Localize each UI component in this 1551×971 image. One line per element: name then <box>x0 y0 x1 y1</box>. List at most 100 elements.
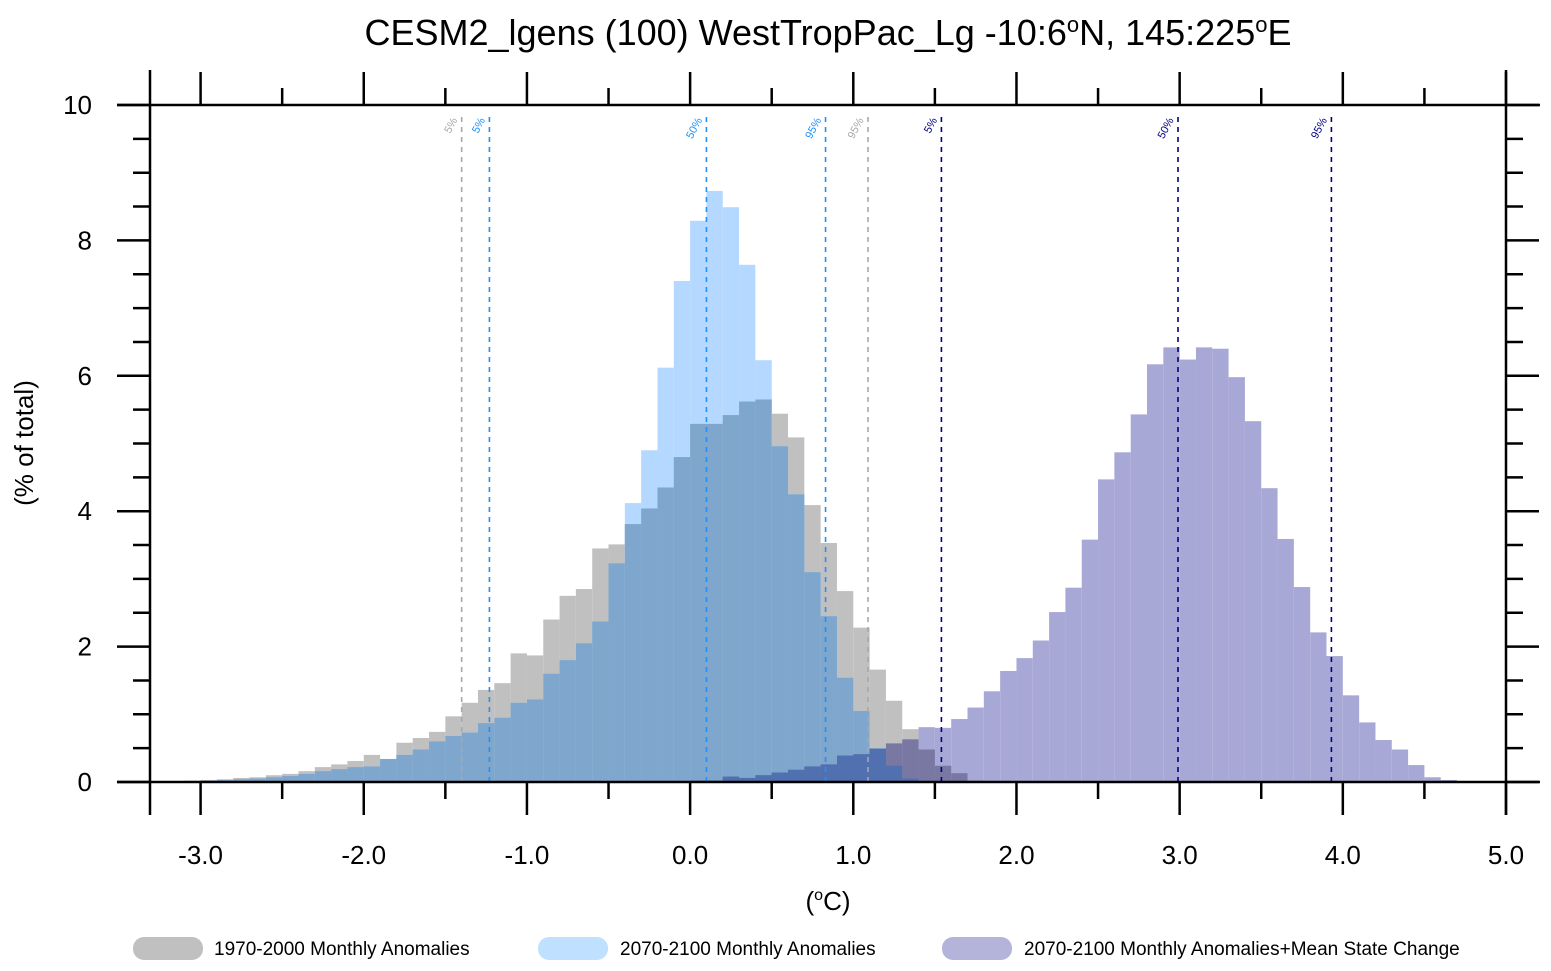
bar-2070-2100-mean-change <box>1391 749 1409 782</box>
overlap-bar-gray-blue <box>265 777 283 782</box>
overlap-bar-gray-blue <box>510 702 527 782</box>
overlap-bar-gray-blue <box>755 399 772 782</box>
y-tick-label: 10 <box>63 90 92 120</box>
legend-label: 2070-2100 Monthly Anomalies+Mean State C… <box>1024 939 1460 960</box>
bar-2070-2100-mean-change <box>1277 538 1294 782</box>
y-tick-label: 4 <box>78 496 92 526</box>
x-tick-label: -3.0 <box>178 840 223 870</box>
x-label-part: C) <box>823 886 850 916</box>
x-axis-label: (oC) <box>805 886 850 916</box>
overlap-bar-gray-purple <box>902 739 919 782</box>
legend-label: 2070-2100 Monthly Anomalies <box>620 939 876 960</box>
overlap-bar-blue-purple <box>722 776 740 782</box>
bar-2070-2100-mean-change <box>1000 670 1017 782</box>
overlap-bar-gray-blue <box>412 749 430 782</box>
axes: -3.0 -2.0 -1.0 0.0 1.0 2.0 3.0 4.0 5.0 0 2 4 6 8 10 <box>63 70 1540 870</box>
overlap-bar-gray-blue <box>641 508 658 782</box>
title-degree: o <box>1067 12 1079 37</box>
legend-label: 1970-2000 Monthly Anomalies <box>214 939 470 960</box>
legend: 1970-2000 Monthly Anomalies 2070-2100 Mo… <box>133 937 1460 960</box>
bar-2070-2100-mean-change <box>1065 587 1082 782</box>
overlap-bar-gray-blue <box>804 572 821 782</box>
overlap-bar-gray-blue <box>608 563 625 782</box>
overlap-bar-gray-blue <box>429 741 446 782</box>
percentile-label: 5% <box>470 116 488 136</box>
bar-2070-2100-mean-change <box>1098 479 1115 782</box>
overlap-bar-blue-purple <box>739 777 756 782</box>
bar-2070-2100-mean-change <box>967 707 984 782</box>
title-part: CESM2_lgens (100) WestTropPac_Lg -10:6 <box>364 12 1066 53</box>
title-degree: o <box>1255 12 1267 37</box>
bar-2070-2100-mean-change <box>1342 695 1360 782</box>
bar-2070-2100-mean-change <box>1032 640 1050 782</box>
x-tick-label: 2.0 <box>998 840 1034 870</box>
overlap-bar-gray-blue <box>380 758 397 782</box>
bar-2070-2100-mean-change <box>1359 722 1376 782</box>
overlap-bar-gray-blue <box>526 699 544 782</box>
bar-2070-2100-mean-change <box>1310 632 1327 782</box>
x-tick-label: 0.0 <box>672 840 708 870</box>
overlap-bar-gray-blue <box>771 446 789 782</box>
legend-swatch-1970-2000 <box>133 937 203 960</box>
x-label-part: ( <box>805 886 814 916</box>
overlap-bar-blue-purple <box>902 778 919 782</box>
x-tick-label: -1.0 <box>505 840 550 870</box>
chart-title: CESM2_lgens (100) WestTropPac_Lg -10:6oN… <box>364 12 1291 53</box>
legend-swatch-2070-2100-mean-change <box>942 937 1012 960</box>
bar-2070-2100-mean-change <box>1261 488 1278 782</box>
x-tick-label: 4.0 <box>1325 840 1361 870</box>
bar-2070-2100-mean-change <box>951 719 968 782</box>
x-tick-label: 1.0 <box>835 840 871 870</box>
overlap-bar-gray-purple <box>934 765 952 782</box>
bar-2070-2100-mean-change <box>1081 539 1099 782</box>
overlap-bar-gray-purple <box>918 749 935 782</box>
y-tick-label: 8 <box>78 225 92 255</box>
bar-2070-2100-mean-change <box>1228 377 1245 782</box>
bar-2070-2100-mean-change <box>1179 359 1196 782</box>
overlap-bar-gray-blue <box>461 732 478 782</box>
overlap-bar-gray-blue <box>592 621 609 782</box>
overlap-bar-gray-blue <box>347 767 364 782</box>
overlap-bar-blue-purple <box>788 769 805 782</box>
x-tick-label: 5.0 <box>1488 840 1524 870</box>
title-part: E <box>1267 12 1291 53</box>
bar-2070-2100-mean-change <box>1408 765 1425 782</box>
overlap-bar-gray-blue <box>820 616 837 782</box>
percentile-label: 95% <box>846 116 867 141</box>
bar-2070-2100-mean-change <box>1130 414 1148 782</box>
overlap-bar-gray-blue <box>673 457 691 782</box>
overlap-bar-gray-blue <box>282 775 299 782</box>
bar-2070-2100-mean-change <box>1326 656 1343 782</box>
overlap-bar-blue-purple <box>853 754 870 782</box>
bar-2070-2100-mean-change <box>1114 452 1131 782</box>
title-part: N, 145:225 <box>1079 12 1255 53</box>
overlap-bar-blue-purple <box>836 755 854 782</box>
bar-2070-2100-mean-change <box>983 691 1001 782</box>
overlap-bar-gray-blue <box>706 423 723 782</box>
overlap-bar-blue-purple <box>869 748 886 782</box>
overlap-bar-gray-blue <box>657 487 674 782</box>
overlap-bar-gray-blue <box>494 717 511 782</box>
overlap-bar-blue-purple <box>755 775 772 782</box>
bar-2070-2100-mean-change <box>1016 658 1033 782</box>
overlap-bar-blue-purple <box>771 772 789 782</box>
percentile-label: 95% <box>1309 116 1330 141</box>
legend-swatch-2070-2100 <box>538 937 608 960</box>
overlap-bar-gray-blue <box>298 773 315 782</box>
x-tick-label: 3.0 <box>1162 840 1198 870</box>
overlap-bar-gray-blue <box>363 766 381 782</box>
percentile-label: 5% <box>922 116 940 136</box>
overlap-bar-gray-blue <box>624 524 642 782</box>
histogram-bars <box>167 190 1474 783</box>
overlap-bar-gray-blue <box>722 415 740 782</box>
overlap-bar-gray-blue <box>788 494 805 782</box>
y-tick-label: 2 <box>78 632 92 662</box>
overlap-bar-gray-blue <box>690 423 707 782</box>
bar-2070-2100-mean-change <box>1244 421 1262 782</box>
overlap-bar-gray-blue <box>543 673 560 782</box>
bar-2070-2100-mean-change <box>1293 587 1311 782</box>
overlap-bar-gray-blue <box>559 660 576 782</box>
overlap-bar-blue-purple <box>820 764 837 782</box>
overlap-bar-gray-blue <box>233 779 250 782</box>
